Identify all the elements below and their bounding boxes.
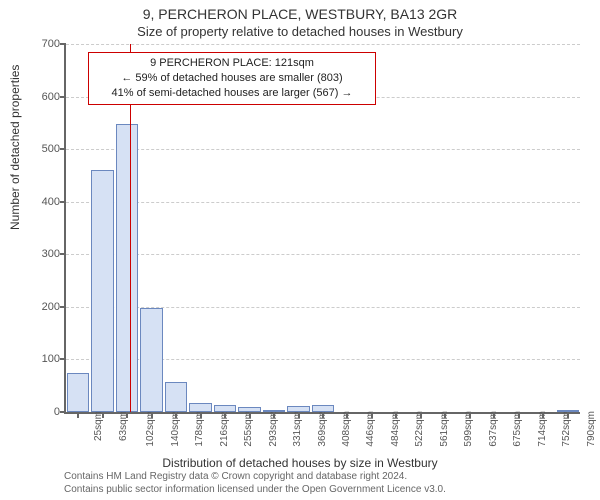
bar xyxy=(91,170,114,412)
title-main: 9, PERCHERON PLACE, WESTBURY, BA13 2GR xyxy=(0,6,600,22)
x-tick-mark xyxy=(542,412,544,418)
y-tick-mark xyxy=(60,253,66,255)
x-tick-mark xyxy=(151,412,153,418)
y-tick-mark xyxy=(60,358,66,360)
x-tick-mark xyxy=(567,412,569,418)
title-sub: Size of property relative to detached ho… xyxy=(0,24,600,39)
callout-box: 9 PERCHERON PLACE: 121sqm ← 59% of detac… xyxy=(88,52,376,105)
x-tick-mark xyxy=(200,412,202,418)
bar xyxy=(67,373,90,412)
x-tick-mark xyxy=(395,412,397,418)
chart-container: 9, PERCHERON PLACE, WESTBURY, BA13 2GR S… xyxy=(0,0,600,500)
callout-line1: 9 PERCHERON PLACE: 121sqm xyxy=(95,56,369,71)
x-tick-label: 790sqm xyxy=(586,411,597,447)
y-tick-label: 100 xyxy=(26,353,60,365)
gridline xyxy=(66,202,580,203)
credits: Contains HM Land Registry data © Crown c… xyxy=(64,470,446,496)
bar xyxy=(140,308,163,412)
x-tick-mark xyxy=(371,412,373,418)
bar xyxy=(312,405,335,412)
bar xyxy=(214,405,237,412)
y-tick-label: 0 xyxy=(26,406,60,418)
y-tick-label: 400 xyxy=(26,196,60,208)
y-tick-mark xyxy=(60,411,66,413)
y-tick-label: 600 xyxy=(26,91,60,103)
x-tick-mark xyxy=(126,412,128,418)
y-tick-mark xyxy=(60,96,66,98)
x-tick-mark xyxy=(444,412,446,418)
x-tick-mark xyxy=(249,412,251,418)
x-tick-mark xyxy=(518,412,520,418)
gridline xyxy=(66,149,580,150)
y-tick-mark xyxy=(60,201,66,203)
y-tick-mark xyxy=(60,43,66,45)
x-tick-mark xyxy=(346,412,348,418)
x-tick-mark xyxy=(102,412,104,418)
y-tick-label: 200 xyxy=(26,301,60,313)
y-tick-label: 300 xyxy=(26,248,60,260)
x-tick-mark xyxy=(224,412,226,418)
callout-line2: ← 59% of detached houses are smaller (80… xyxy=(95,71,369,86)
x-tick-mark xyxy=(273,412,275,418)
x-tick-mark xyxy=(469,412,471,418)
x-tick-mark xyxy=(77,412,79,418)
x-tick-mark xyxy=(175,412,177,418)
y-tick-label: 500 xyxy=(26,143,60,155)
bar xyxy=(116,124,139,412)
gridline xyxy=(66,44,580,45)
plot-area: 010020030040050060070025sqm63sqm102sqm14… xyxy=(64,44,580,414)
y-tick-mark xyxy=(60,148,66,150)
y-tick-label: 700 xyxy=(26,38,60,50)
x-tick-mark xyxy=(322,412,324,418)
credits-line1: Contains HM Land Registry data © Crown c… xyxy=(64,470,446,483)
y-tick-mark xyxy=(60,306,66,308)
y-axis-label: Number of detached properties xyxy=(8,65,22,230)
x-tick-mark xyxy=(420,412,422,418)
x-tick-mark xyxy=(493,412,495,418)
x-axis-label: Distribution of detached houses by size … xyxy=(0,456,600,470)
x-tick-mark xyxy=(298,412,300,418)
credits-line2: Contains public sector information licen… xyxy=(64,483,446,496)
bar xyxy=(189,403,212,412)
callout-line3: 41% of semi-detached houses are larger (… xyxy=(95,86,369,101)
bar xyxy=(165,382,188,412)
gridline xyxy=(66,254,580,255)
